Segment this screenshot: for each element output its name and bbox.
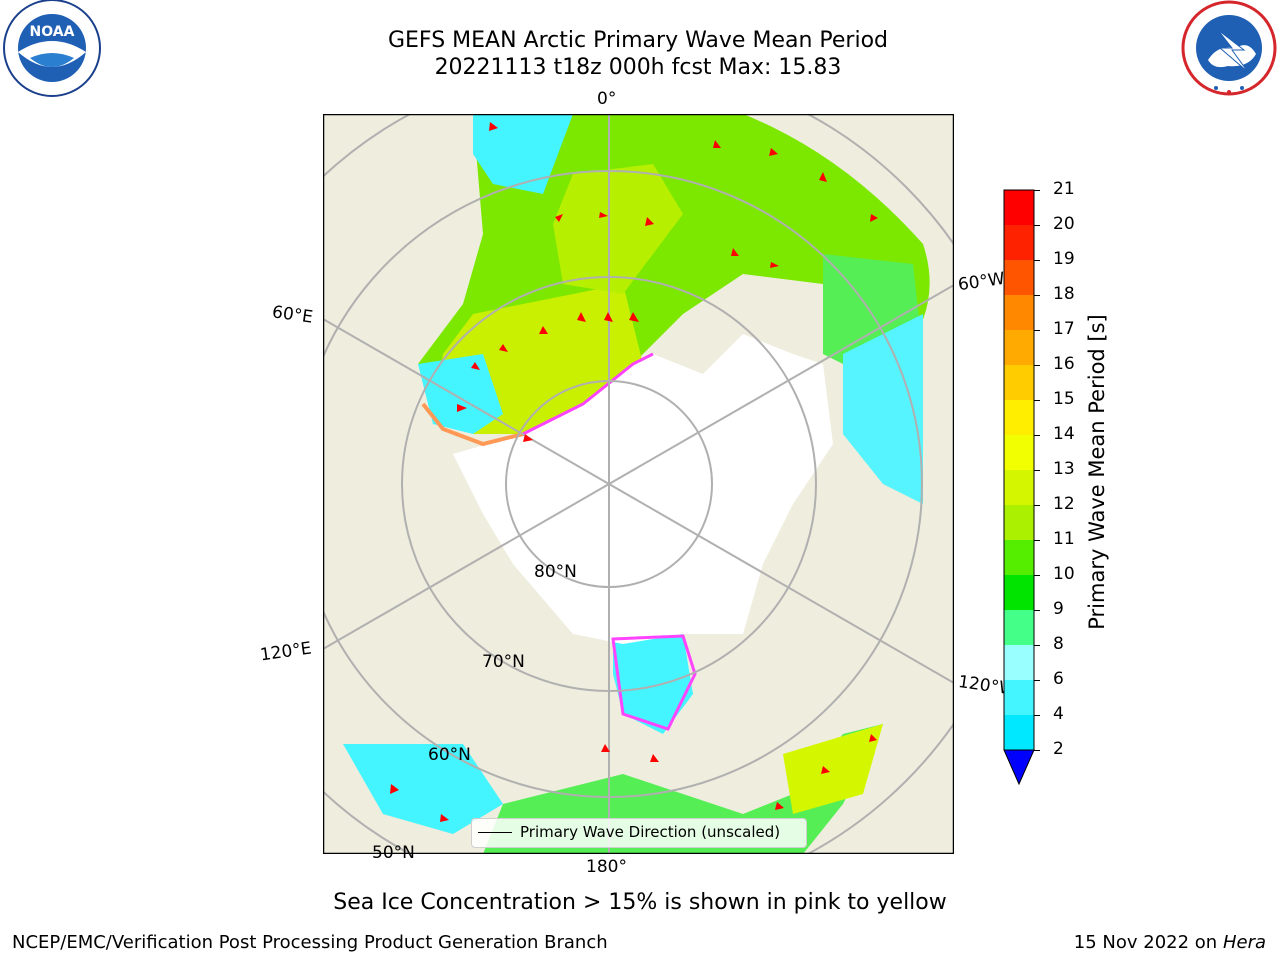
colorbar-band bbox=[1004, 505, 1034, 540]
lat-label-60n: 60°N bbox=[428, 745, 471, 765]
colorbar-tick-label: 18 bbox=[1053, 284, 1075, 304]
wave-field-baffin bbox=[843, 314, 923, 504]
lat-label-70n: 70°N bbox=[482, 652, 525, 672]
map-border bbox=[322, 113, 955, 855]
chart-title: GEFS MEAN Arctic Primary Wave Mean Perio… bbox=[387, 28, 888, 53]
wave-direction-arrows bbox=[390, 122, 878, 822]
footer-credit: NCEP/EMC/Verification Post Processing Pr… bbox=[12, 932, 608, 953]
colorbar-band bbox=[1004, 260, 1034, 295]
colorbar-under-extension bbox=[1003, 749, 1035, 786]
colorbar-tick-mark bbox=[1034, 470, 1040, 471]
colorbar-tick-label: 4 bbox=[1053, 704, 1064, 724]
polar-stereographic-map bbox=[322, 113, 955, 855]
colorbar-tick-mark bbox=[1034, 505, 1040, 506]
colorbar-band bbox=[1004, 365, 1034, 400]
colorbar-band bbox=[1004, 435, 1034, 470]
wave-field-chukchi bbox=[613, 634, 693, 734]
colorbar-band bbox=[1004, 575, 1034, 610]
colorbar-tick-label: 16 bbox=[1053, 354, 1075, 374]
colorbar-tick-label: 8 bbox=[1053, 634, 1064, 654]
colorbar-tick-label: 15 bbox=[1053, 389, 1075, 409]
lon-label-60e: 60°E bbox=[270, 302, 315, 328]
colorbar-band bbox=[1004, 715, 1034, 750]
colorbar bbox=[1000, 186, 1040, 786]
colorbar-tick-label: 17 bbox=[1053, 319, 1075, 339]
colorbar-band bbox=[1004, 540, 1034, 575]
colorbar-band bbox=[1004, 645, 1034, 680]
colorbar-title: Primary Wave Mean Period [s] bbox=[1085, 314, 1109, 630]
wave-field-white-sea bbox=[473, 114, 573, 194]
colorbar-band bbox=[1004, 295, 1034, 330]
wave-field-greenland-sea bbox=[553, 164, 683, 294]
national-weather-service-logo bbox=[1178, 0, 1280, 100]
lat-label-80n: 80°N bbox=[534, 562, 577, 582]
sea-ice-edge-orange bbox=[421, 402, 524, 447]
colorbar-tick-mark bbox=[1034, 295, 1040, 296]
colorbar-tick-mark bbox=[1034, 575, 1040, 576]
colorbar-tick-mark bbox=[1034, 540, 1040, 541]
colorbar-tick-mark bbox=[1034, 645, 1040, 646]
chart-subtitle: 20221113 t18z 000h fcst Max: 15.83 bbox=[434, 55, 842, 80]
graticule bbox=[323, 114, 954, 854]
colorbar-band bbox=[1004, 190, 1034, 225]
colorbar-tick-mark bbox=[1034, 435, 1040, 436]
colorbar-tick-label: 10 bbox=[1053, 564, 1075, 584]
colorbar-band bbox=[1004, 225, 1034, 260]
noaa-logo: NOAA bbox=[0, 0, 104, 100]
wave-field-okhotsk bbox=[343, 744, 503, 834]
colorbar-tick-mark bbox=[1034, 190, 1040, 191]
colorbar-tick-mark bbox=[1034, 400, 1040, 401]
colorbar-tick-mark bbox=[1034, 330, 1040, 331]
colorbar-tick-label: 11 bbox=[1053, 529, 1075, 549]
sea-ice-edge-chukchi bbox=[611, 634, 697, 731]
wave-field-gulf-of-alaska bbox=[783, 724, 883, 814]
colorbar-tick-mark bbox=[1034, 260, 1040, 261]
colorbar-tick-mark bbox=[1034, 365, 1040, 366]
wave-field-kara bbox=[418, 354, 503, 434]
map-legend: Primary Wave Direction (unscaled) bbox=[471, 818, 807, 848]
footer-date-text: 15 Nov 2022 on bbox=[1073, 932, 1218, 953]
colorbar-tick-mark bbox=[1034, 225, 1040, 226]
lat-label-50n: 50°N bbox=[372, 843, 415, 863]
sea-ice-note: Sea Ice Concentration > 15% is shown in … bbox=[333, 890, 947, 915]
footer-date: 15 Nov 2022 on Hera bbox=[1074, 932, 1266, 953]
footer-machine: Hera bbox=[1222, 932, 1266, 953]
colorbar-tick-label: 20 bbox=[1053, 214, 1075, 234]
colorbar-band bbox=[1004, 330, 1034, 365]
colorbar-tick-label: 13 bbox=[1053, 459, 1075, 479]
colorbar-tick-mark bbox=[1034, 610, 1040, 611]
colorbar-band bbox=[1004, 680, 1034, 715]
colorbar-tick-mark bbox=[1034, 750, 1040, 751]
colorbar-tick-label: 9 bbox=[1053, 599, 1064, 619]
colorbar-tick-mark bbox=[1034, 715, 1040, 716]
colorbar-tick-label: 12 bbox=[1053, 494, 1075, 514]
colorbar-tick-label: 2 bbox=[1053, 739, 1064, 759]
colorbar-band bbox=[1004, 470, 1034, 505]
lon-label-180: 180° bbox=[586, 857, 627, 877]
lon-label-120e: 120°E bbox=[258, 638, 313, 666]
colorbar-tick-label: 6 bbox=[1053, 669, 1064, 689]
colorbar-band bbox=[1004, 610, 1034, 645]
lon-label-60w: 60°W bbox=[956, 268, 1007, 296]
colorbar-tick-label: 14 bbox=[1053, 424, 1075, 444]
colorbar-tick-label: 21 bbox=[1053, 179, 1075, 199]
lon-label-0: 0° bbox=[597, 89, 617, 109]
colorbar-tick-mark bbox=[1034, 680, 1040, 681]
legend-label: Primary Wave Direction (unscaled) bbox=[520, 823, 781, 841]
legend-line-swatch bbox=[478, 832, 512, 833]
noaa-logo-text: NOAA bbox=[30, 24, 75, 40]
colorbar-band bbox=[1004, 400, 1034, 435]
colorbar-tick-label: 19 bbox=[1053, 249, 1075, 269]
